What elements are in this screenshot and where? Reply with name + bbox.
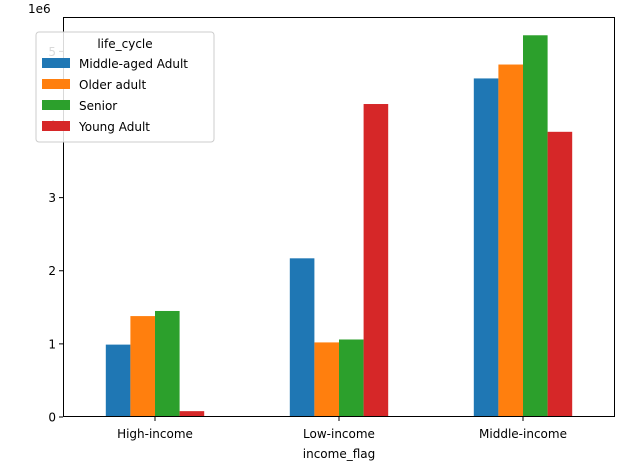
y-tick-label: 3 [48, 191, 56, 205]
bar-middle-aged-adult-middle-income [473, 78, 499, 418]
bar-older-adult-high-income [130, 316, 155, 417]
bar-senior-low-income [339, 339, 364, 417]
x-tick-label: Middle-income [479, 427, 567, 441]
bar-middle-aged-adult-low-income [289, 258, 315, 417]
plot-area-frame [63, 17, 615, 417]
legend-entry-label: Senior [79, 99, 117, 113]
legend-swatch [42, 79, 70, 89]
legend-entry-label: Older adult [79, 78, 146, 92]
bar-older-adult-middle-income [498, 64, 523, 417]
bar-senior-high-income [155, 310, 180, 417]
x-axis: High-income Low-income Middle-income [117, 417, 567, 441]
bar-young-adult-high-income [179, 411, 205, 417]
y-tick-label: 1 [48, 337, 56, 351]
legend-swatch [42, 121, 70, 131]
bar-senior-middle-income [523, 35, 548, 417]
y-tick-label: 0 [48, 411, 56, 425]
x-tick-label: Low-income [303, 427, 375, 441]
legend: life_cycle Middle-aged Adult Older adult S… [35, 31, 215, 143]
bars-group [105, 35, 573, 418]
legend-entry-label: Young Adult [78, 120, 150, 134]
bar-older-adult-low-income [314, 342, 339, 417]
y-offset-label: 1e6 [28, 2, 51, 16]
bar-middle-aged-adult-high-income [105, 344, 131, 417]
y-tick-label: 2 [48, 264, 56, 278]
legend-entry-label: Middle-aged Adult [79, 57, 188, 71]
bar-young-adult-middle-income [547, 131, 573, 417]
bar-young-adult-low-income [363, 104, 389, 418]
legend-swatch [42, 58, 70, 68]
legend-box [35, 31, 215, 143]
legend-swatch [42, 100, 70, 110]
x-axis-label: income_flag [303, 447, 375, 461]
x-tick-label: High-income [117, 427, 193, 441]
legend-title: life_cycle [97, 37, 152, 51]
